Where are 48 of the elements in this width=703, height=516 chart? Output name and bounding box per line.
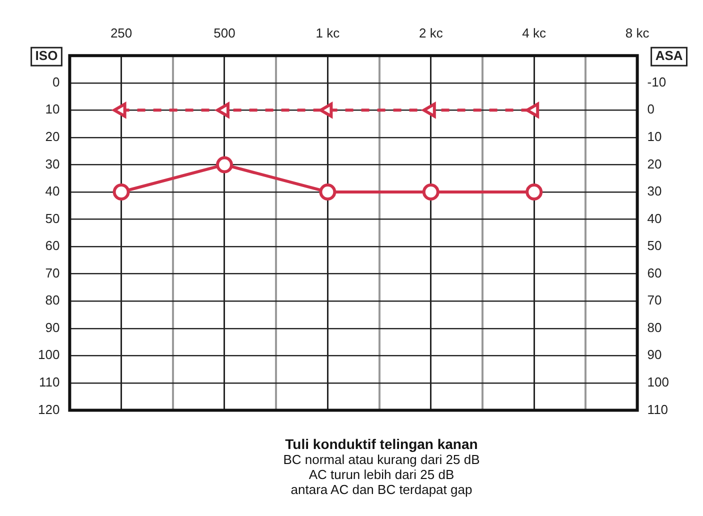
y2-tick-label: 70 <box>647 292 662 308</box>
text: antara AC dan BC terdapat gap <box>290 482 474 497</box>
y-tick-label: 30 <box>45 156 60 172</box>
x-tick-label: 1 kc <box>316 25 340 40</box>
y2-tick-label: 50 <box>647 238 662 254</box>
y-tick-label: 0 <box>52 74 60 90</box>
y-tick-label: 70 <box>45 265 60 280</box>
point <box>319 102 333 118</box>
y2-tick-label: 60 <box>647 265 662 280</box>
point <box>319 183 336 200</box>
y-tick-label: 20 <box>45 129 60 144</box>
y2-tick-label: 90 <box>647 347 662 362</box>
text: AC turun lebih dari 25 dB <box>308 467 456 482</box>
y2-tick-label: 20 <box>647 156 662 172</box>
x-tick-label: 4 kc <box>522 25 547 40</box>
y-tick-label: 120 <box>38 402 60 417</box>
point <box>422 183 440 200</box>
y-tick-label: 80 <box>45 292 60 308</box>
y2-tick-label: -10 <box>647 74 666 90</box>
y-tick-label: 10 <box>45 102 60 117</box>
text: Tuli konduktif telingan kanan <box>284 436 479 452</box>
y-tick-label: 50 <box>45 210 60 226</box>
y2-tick-label: 10 <box>647 129 662 144</box>
text: BC normal atau kurang dari 25 dB <box>282 452 481 467</box>
point <box>216 102 230 118</box>
x-tick-label: 250 <box>110 25 132 40</box>
y2-tick-label: 80 <box>647 320 662 335</box>
point <box>526 102 540 118</box>
point <box>526 183 543 200</box>
x-tick-label: 500 <box>214 25 236 40</box>
point <box>422 102 436 118</box>
y-tick-label: 100 <box>38 347 60 362</box>
y-tick-label: 110 <box>38 374 60 390</box>
point <box>112 183 130 200</box>
y2-tick-label: 100 <box>647 374 670 390</box>
y2-axis-title: ASA <box>655 48 684 64</box>
x-tick-label: 8 kc <box>625 25 650 40</box>
y2-tick-label: 0 <box>647 102 655 117</box>
y-tick-label: 40 <box>45 184 60 199</box>
y2-tick-label: 40 <box>647 210 662 226</box>
y2-tick-label: 110 <box>647 402 668 417</box>
y-tick-label: 60 <box>45 238 60 254</box>
y-tick-label: 90 <box>45 320 60 335</box>
point <box>216 156 233 174</box>
y2-tick-label: 30 <box>647 184 662 199</box>
x-tick-label: 2 kc <box>418 25 444 40</box>
point <box>112 102 126 118</box>
y-axis-title: ISO <box>35 48 58 64</box>
